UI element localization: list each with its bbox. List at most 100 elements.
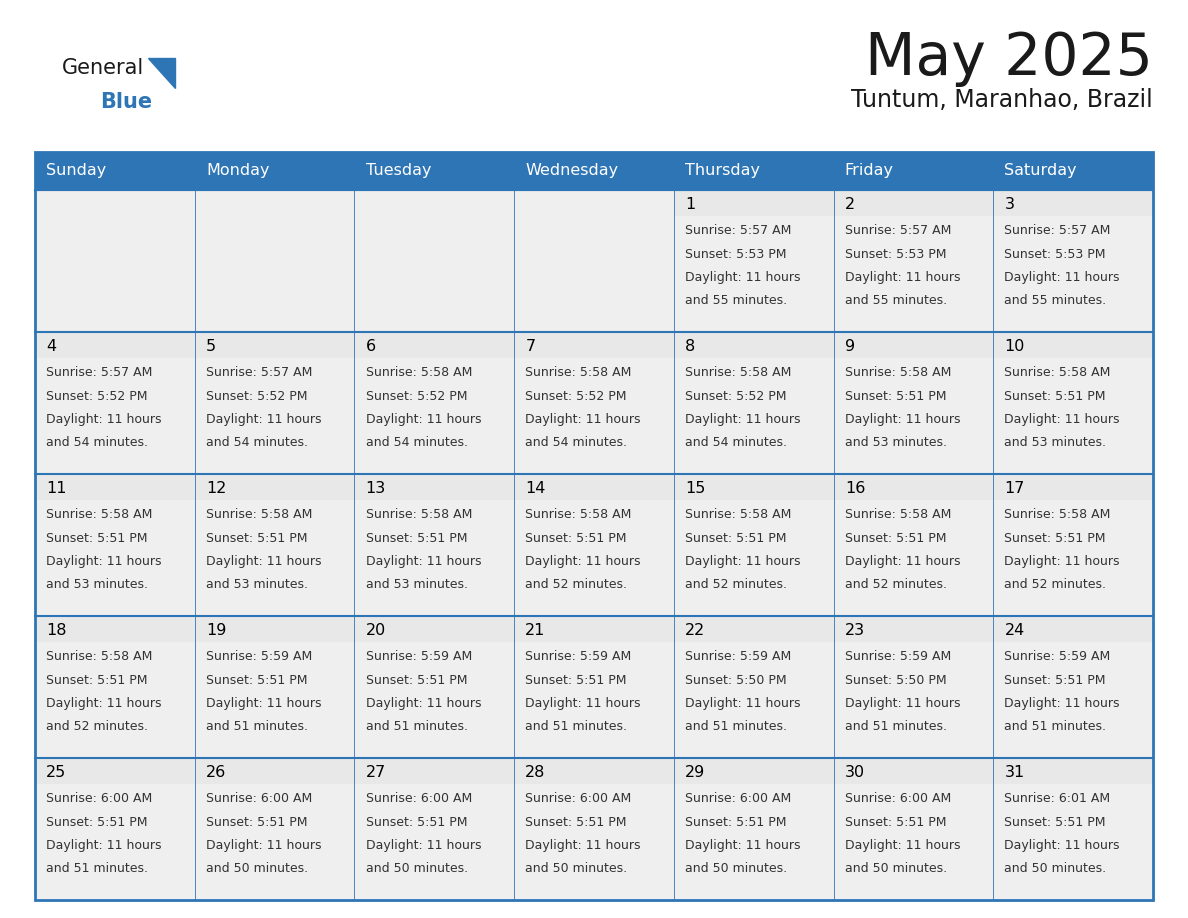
Text: Sunrise: 5:58 AM: Sunrise: 5:58 AM	[46, 650, 152, 663]
Bar	[354, 616, 514, 642]
Text: Daylight: 11 hours: Daylight: 11 hours	[206, 697, 322, 710]
Text: 5: 5	[206, 339, 216, 353]
Bar	[834, 190, 993, 332]
Text: Sunrise: 5:59 AM: Sunrise: 5:59 AM	[525, 650, 632, 663]
Bar	[354, 474, 514, 499]
Text: and 53 minutes.: and 53 minutes.	[46, 578, 148, 591]
Bar	[354, 758, 514, 784]
Text: Sunset: 5:52 PM: Sunset: 5:52 PM	[46, 389, 147, 402]
Text: Daylight: 11 hours: Daylight: 11 hours	[46, 413, 162, 426]
Bar	[834, 474, 993, 499]
Text: 18: 18	[46, 622, 67, 638]
Bar	[514, 758, 674, 900]
Text: Daylight: 11 hours: Daylight: 11 hours	[685, 413, 801, 426]
Text: Sunset: 5:51 PM: Sunset: 5:51 PM	[366, 674, 467, 687]
Bar	[514, 758, 674, 784]
Text: Sunset: 5:51 PM: Sunset: 5:51 PM	[206, 674, 308, 687]
Bar	[354, 190, 514, 332]
Text: and 53 minutes.: and 53 minutes.	[366, 578, 468, 591]
Text: Sunset: 5:51 PM: Sunset: 5:51 PM	[366, 532, 467, 544]
Text: 2: 2	[845, 196, 855, 211]
Text: 8: 8	[685, 339, 695, 353]
Text: and 53 minutes.: and 53 minutes.	[845, 436, 947, 450]
Text: Sunset: 5:53 PM: Sunset: 5:53 PM	[845, 248, 947, 261]
Text: Sunset: 5:51 PM: Sunset: 5:51 PM	[525, 815, 627, 829]
Text: and 50 minutes.: and 50 minutes.	[366, 862, 468, 876]
Text: Sunrise: 5:58 AM: Sunrise: 5:58 AM	[1005, 366, 1111, 379]
Bar	[354, 474, 514, 616]
Bar	[834, 332, 993, 474]
Text: Sunrise: 6:00 AM: Sunrise: 6:00 AM	[525, 792, 632, 805]
Text: and 54 minutes.: and 54 minutes.	[46, 436, 148, 450]
Text: Daylight: 11 hours: Daylight: 11 hours	[366, 555, 481, 568]
Bar	[354, 152, 514, 190]
Text: 21: 21	[525, 622, 545, 638]
Text: Thursday: Thursday	[685, 163, 760, 178]
Bar	[34, 616, 195, 642]
Text: 13: 13	[366, 480, 386, 496]
Text: and 53 minutes.: and 53 minutes.	[1005, 436, 1106, 450]
Text: Sunrise: 5:58 AM: Sunrise: 5:58 AM	[685, 366, 791, 379]
Text: and 51 minutes.: and 51 minutes.	[525, 721, 627, 733]
Text: Daylight: 11 hours: Daylight: 11 hours	[525, 697, 640, 710]
Text: 11: 11	[46, 480, 67, 496]
Text: Sunset: 5:51 PM: Sunset: 5:51 PM	[206, 815, 308, 829]
Bar	[195, 474, 354, 616]
Text: Sunrise: 5:57 AM: Sunrise: 5:57 AM	[46, 366, 152, 379]
Text: 30: 30	[845, 765, 865, 779]
Bar	[993, 152, 1154, 190]
Bar	[514, 190, 674, 332]
Text: Sunset: 5:50 PM: Sunset: 5:50 PM	[845, 674, 947, 687]
Bar	[354, 758, 514, 900]
Text: Sunrise: 5:58 AM: Sunrise: 5:58 AM	[206, 508, 312, 521]
Text: and 55 minutes.: and 55 minutes.	[845, 295, 947, 308]
Bar	[993, 474, 1154, 616]
Bar	[34, 152, 195, 190]
Text: Daylight: 11 hours: Daylight: 11 hours	[1005, 839, 1120, 852]
Text: Sunrise: 6:00 AM: Sunrise: 6:00 AM	[46, 792, 152, 805]
Bar	[834, 152, 993, 190]
Text: and 50 minutes.: and 50 minutes.	[1005, 862, 1106, 876]
Bar	[674, 758, 834, 900]
Text: Sunset: 5:50 PM: Sunset: 5:50 PM	[685, 674, 786, 687]
Bar	[674, 616, 834, 642]
Text: and 55 minutes.: and 55 minutes.	[1005, 295, 1106, 308]
Text: Sunset: 5:51 PM: Sunset: 5:51 PM	[366, 815, 467, 829]
Text: Sunrise: 5:58 AM: Sunrise: 5:58 AM	[1005, 508, 1111, 521]
Text: Daylight: 11 hours: Daylight: 11 hours	[845, 839, 960, 852]
Text: Daylight: 11 hours: Daylight: 11 hours	[46, 697, 162, 710]
Text: Daylight: 11 hours: Daylight: 11 hours	[206, 413, 322, 426]
Bar	[34, 474, 195, 499]
Bar	[993, 616, 1154, 642]
Bar	[674, 332, 834, 357]
Text: Sunset: 5:51 PM: Sunset: 5:51 PM	[46, 815, 147, 829]
Text: and 52 minutes.: and 52 minutes.	[525, 578, 627, 591]
Bar	[514, 616, 674, 758]
Text: 31: 31	[1005, 765, 1025, 779]
Text: and 51 minutes.: and 51 minutes.	[206, 721, 308, 733]
Text: Daylight: 11 hours: Daylight: 11 hours	[685, 697, 801, 710]
Bar	[195, 616, 354, 758]
Text: Daylight: 11 hours: Daylight: 11 hours	[525, 413, 640, 426]
Text: Sunrise: 5:59 AM: Sunrise: 5:59 AM	[685, 650, 791, 663]
Text: Sunrise: 6:00 AM: Sunrise: 6:00 AM	[366, 792, 472, 805]
Bar	[993, 616, 1154, 758]
Text: Sunrise: 5:57 AM: Sunrise: 5:57 AM	[845, 224, 952, 237]
Text: Daylight: 11 hours: Daylight: 11 hours	[525, 839, 640, 852]
Text: and 52 minutes.: and 52 minutes.	[845, 578, 947, 591]
Text: Sunset: 5:51 PM: Sunset: 5:51 PM	[845, 815, 947, 829]
Text: Sunrise: 6:00 AM: Sunrise: 6:00 AM	[685, 792, 791, 805]
Text: 14: 14	[525, 480, 545, 496]
Text: 27: 27	[366, 765, 386, 779]
Text: and 54 minutes.: and 54 minutes.	[366, 436, 468, 450]
Bar	[834, 758, 993, 784]
Text: 23: 23	[845, 622, 865, 638]
Text: Sunrise: 5:58 AM: Sunrise: 5:58 AM	[366, 366, 472, 379]
Bar	[195, 758, 354, 900]
Bar	[354, 616, 514, 758]
Text: Daylight: 11 hours: Daylight: 11 hours	[46, 839, 162, 852]
Bar	[834, 474, 993, 616]
Text: 20: 20	[366, 622, 386, 638]
Text: Sunset: 5:51 PM: Sunset: 5:51 PM	[845, 532, 947, 544]
Text: Daylight: 11 hours: Daylight: 11 hours	[366, 697, 481, 710]
